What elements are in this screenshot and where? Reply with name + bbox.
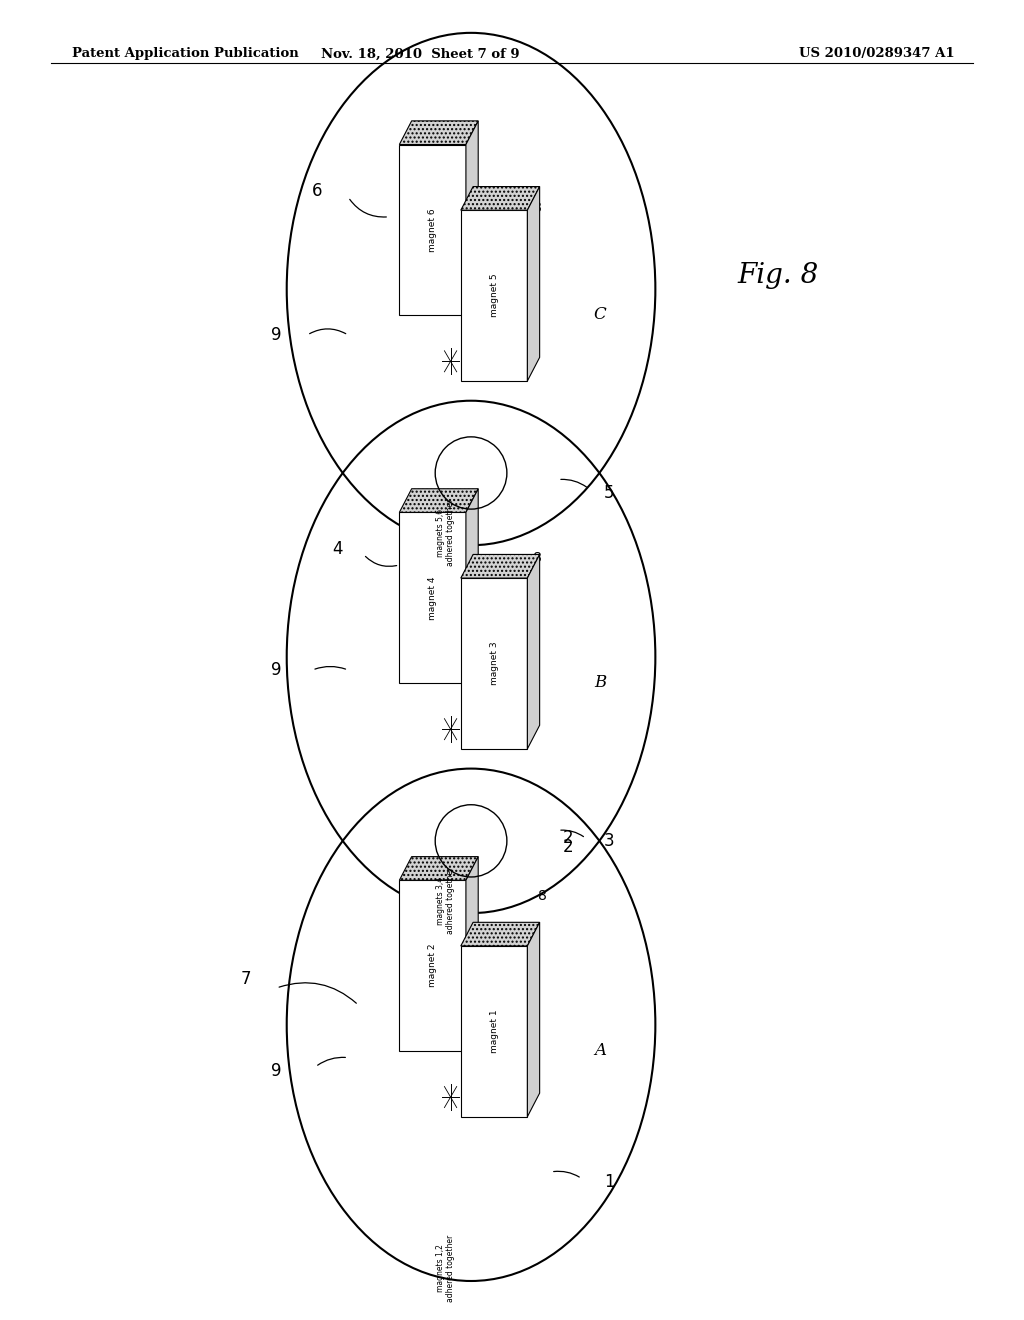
Text: 8: 8: [534, 201, 542, 215]
Text: magnet 2: magnet 2: [428, 944, 437, 987]
Polygon shape: [399, 880, 466, 1051]
Text: 6: 6: [312, 182, 323, 199]
Text: Fig. 8: Fig. 8: [737, 263, 818, 289]
Text: 9: 9: [271, 661, 282, 678]
Text: magnet 5: magnet 5: [489, 273, 499, 317]
Text: Patent Application Publication: Patent Application Publication: [72, 48, 298, 61]
Text: 2: 2: [563, 838, 573, 857]
Text: magnet 6: magnet 6: [428, 209, 437, 252]
Polygon shape: [461, 923, 540, 946]
Text: B: B: [594, 675, 606, 692]
Polygon shape: [461, 946, 527, 1117]
Text: magnet 1: magnet 1: [489, 1010, 499, 1053]
Text: C: C: [594, 306, 606, 323]
Polygon shape: [461, 578, 527, 748]
Polygon shape: [461, 186, 540, 210]
Text: 8: 8: [534, 552, 542, 565]
Polygon shape: [466, 121, 478, 315]
Text: 1: 1: [604, 1173, 614, 1192]
Polygon shape: [466, 488, 478, 684]
Polygon shape: [461, 210, 527, 381]
Polygon shape: [399, 121, 478, 144]
Polygon shape: [466, 857, 478, 1051]
Text: magnet 3: magnet 3: [489, 642, 499, 685]
Text: 7: 7: [241, 970, 251, 987]
Text: US 2010/0289347 A1: US 2010/0289347 A1: [799, 48, 954, 61]
Text: 9: 9: [271, 1061, 282, 1080]
Text: 9: 9: [271, 326, 282, 345]
Text: 5: 5: [604, 483, 614, 502]
Text: magnets 1,2
adhered together: magnets 1,2 adhered together: [436, 1236, 455, 1302]
Polygon shape: [461, 554, 540, 578]
Polygon shape: [527, 554, 540, 748]
Polygon shape: [399, 144, 466, 315]
Text: 2: 2: [563, 829, 573, 847]
Text: magnets 3,4
adhered together: magnets 3,4 adhered together: [436, 867, 455, 935]
Polygon shape: [399, 512, 466, 684]
Text: 4: 4: [333, 540, 343, 558]
Polygon shape: [399, 488, 478, 512]
Text: 8: 8: [539, 890, 547, 903]
Text: magnet 4: magnet 4: [428, 576, 437, 619]
Text: Nov. 18, 2010  Sheet 7 of 9: Nov. 18, 2010 Sheet 7 of 9: [321, 48, 519, 61]
Text: A: A: [594, 1041, 606, 1059]
Polygon shape: [527, 923, 540, 1117]
Text: magnets 5,6
adhered together: magnets 5,6 adhered together: [436, 499, 455, 566]
Polygon shape: [527, 186, 540, 381]
Text: 3: 3: [604, 832, 614, 850]
Polygon shape: [399, 857, 478, 880]
